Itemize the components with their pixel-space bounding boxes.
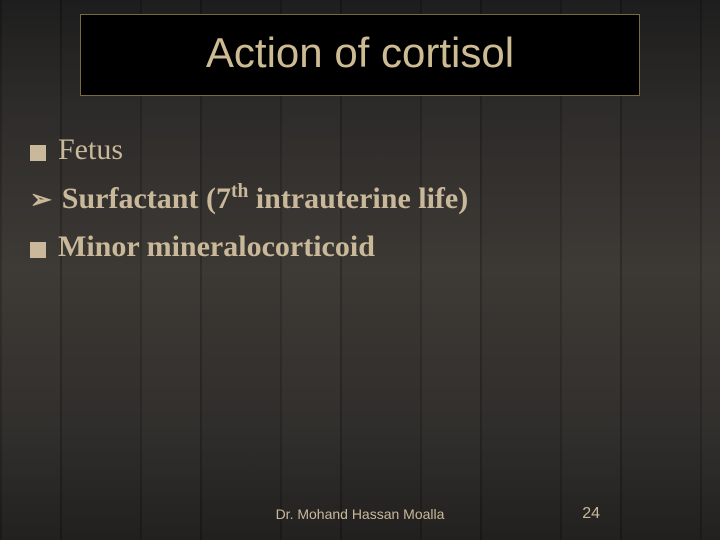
bullet-item: Fetus — [30, 130, 690, 171]
square-bullet-icon — [30, 145, 46, 161]
footer-author: Dr. Mohand Hassan Moalla — [276, 506, 445, 522]
content-area: Fetus ➢ Surfactant (7th intrauterine lif… — [30, 130, 690, 276]
footer: Dr. Mohand Hassan Moalla 24 — [0, 506, 720, 522]
slide-title: Action of cortisol — [81, 29, 639, 77]
bullet-suffix: intrauterine life) — [248, 182, 468, 215]
bullet-text: Surfactant (7th intrauterine life) — [62, 179, 468, 220]
page-number: 24 — [582, 505, 600, 523]
arrow-bullet-icon: ➢ — [30, 182, 52, 217]
square-bullet-icon — [30, 242, 46, 258]
bullet-text: Minor mineralocorticoid — [58, 227, 375, 268]
bullet-item: ➢ Surfactant (7th intrauterine life) — [30, 179, 690, 220]
bullet-superscript: th — [231, 181, 248, 202]
bullet-text: Fetus — [58, 130, 123, 171]
title-box: Action of cortisol — [80, 14, 640, 96]
bullet-item: Minor mineralocorticoid — [30, 227, 690, 268]
bullet-prefix: Surfactant (7 — [62, 182, 231, 215]
